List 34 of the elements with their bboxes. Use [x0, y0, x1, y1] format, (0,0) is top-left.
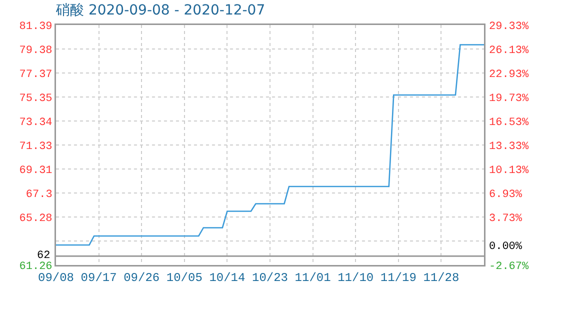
x-tick-label: 11/28	[423, 270, 460, 285]
y2-tick-label: -2.67%	[489, 260, 530, 273]
y-tick-label: 67.3	[26, 188, 52, 201]
y-tick-label: 75.35	[19, 92, 52, 105]
y2-tick-label: 26.13%	[489, 44, 530, 57]
x-tick-label: 11/10	[338, 270, 374, 285]
y2-tick-label: 16.53%	[489, 116, 530, 129]
y2-tick-label: 29.33%	[489, 20, 530, 33]
x-tick-label: 09/26	[124, 270, 160, 285]
y2-tick-label: 19.73%	[489, 92, 530, 105]
y-tick-label: 69.31	[19, 164, 53, 177]
y2-tick-label: 3.73%	[489, 212, 522, 225]
y2-tick-label: 10.13%	[489, 164, 530, 177]
y-tick-label: 65.28	[19, 212, 52, 225]
x-tick-label: 09/08	[38, 270, 74, 285]
y2-tick-label: 6.93%	[489, 188, 522, 201]
y-tick-label: 79.38	[19, 44, 52, 57]
y2-tick-label: 22.93%	[489, 68, 530, 81]
ref-line-label: 62	[37, 250, 50, 262]
line-series	[56, 44, 484, 246]
y2-tick-label: 13.33%	[489, 140, 530, 153]
chart-title: 硝酸 2020-09-08 - 2020-12-07	[55, 2, 266, 18]
x-tick-label: 11/01	[294, 270, 331, 285]
y2-tick-label: 0.00%	[489, 240, 522, 253]
x-tick-label: 10/05	[166, 270, 202, 285]
y-tick-label: 73.34	[19, 116, 53, 129]
y-tick-label: 81.39	[19, 20, 52, 33]
y-tick-label: 77.37	[19, 68, 52, 81]
x-tick-label: 11/19	[380, 270, 416, 285]
y-tick-label: 71.33	[19, 140, 52, 153]
x-tick-label: 10/14	[209, 270, 246, 285]
y-tick-label: 61.26	[19, 260, 52, 273]
x-tick-label: 09/17	[80, 270, 117, 285]
x-tick-label: 10/23	[252, 270, 288, 285]
